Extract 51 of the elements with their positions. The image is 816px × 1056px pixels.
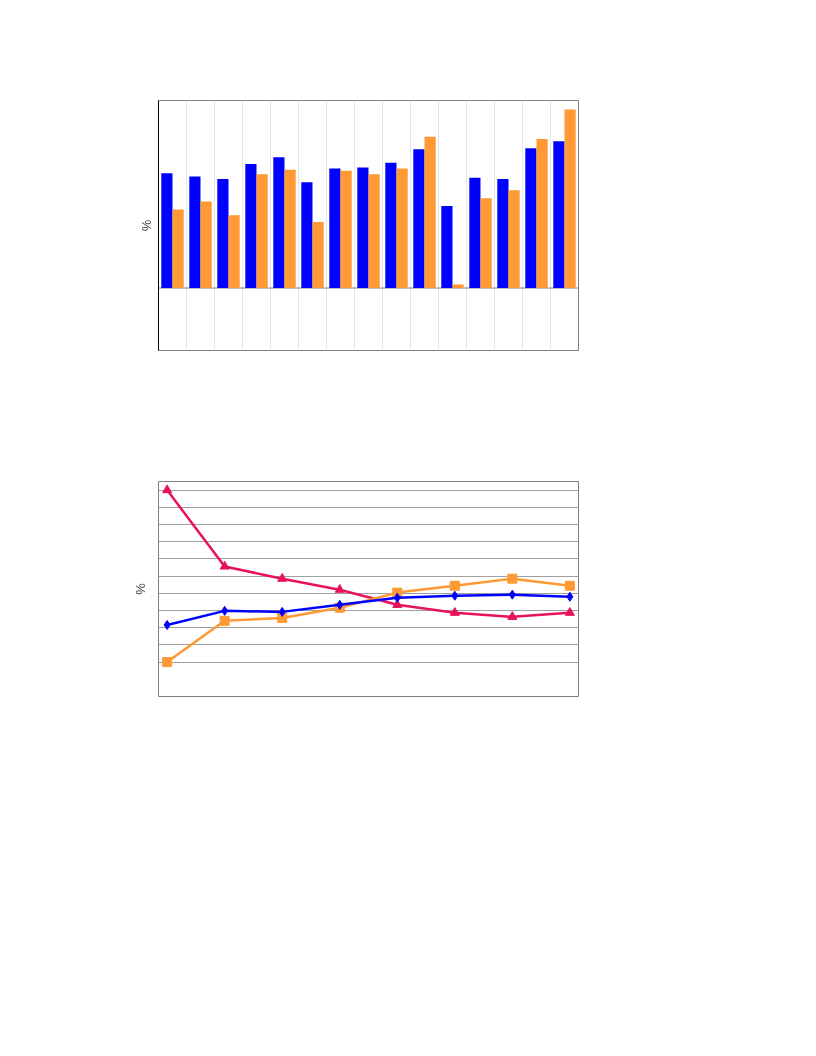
bar — [217, 178, 229, 288]
bar — [357, 167, 369, 288]
point — [566, 591, 574, 602]
point — [564, 580, 575, 591]
bar — [273, 157, 285, 288]
bar — [497, 178, 509, 288]
point — [219, 560, 230, 570]
bar — [340, 170, 352, 288]
bar — [413, 149, 425, 288]
bar — [441, 206, 453, 288]
point — [508, 589, 516, 600]
point — [277, 572, 288, 582]
bar — [228, 215, 240, 288]
bar — [329, 168, 341, 288]
bar — [385, 162, 397, 288]
bar — [536, 139, 548, 288]
point — [334, 583, 345, 593]
bar — [480, 198, 492, 288]
y-axis-title: % — [132, 582, 148, 595]
point — [392, 599, 403, 608]
point — [564, 607, 575, 616]
bar — [172, 209, 184, 288]
bar — [189, 176, 201, 288]
bar — [469, 177, 481, 288]
bar — [508, 190, 520, 288]
point — [449, 580, 460, 591]
bar — [553, 141, 565, 288]
bar — [301, 182, 313, 288]
bar — [368, 174, 380, 288]
point — [219, 615, 230, 626]
point — [163, 619, 171, 630]
point — [449, 607, 460, 616]
point — [221, 605, 229, 616]
bar — [396, 168, 408, 288]
point — [162, 484, 173, 494]
bar — [284, 169, 296, 288]
point — [162, 657, 173, 668]
point — [507, 573, 518, 584]
point — [507, 611, 518, 620]
bar — [525, 148, 537, 288]
bar — [256, 174, 268, 288]
point — [451, 590, 459, 601]
bar — [312, 222, 324, 288]
bar — [161, 173, 173, 288]
bar — [564, 109, 576, 288]
point — [393, 592, 401, 603]
bar — [245, 164, 257, 288]
bar — [200, 201, 212, 288]
point — [278, 606, 286, 617]
bar — [424, 136, 436, 288]
y-axis-title: % — [138, 219, 154, 232]
